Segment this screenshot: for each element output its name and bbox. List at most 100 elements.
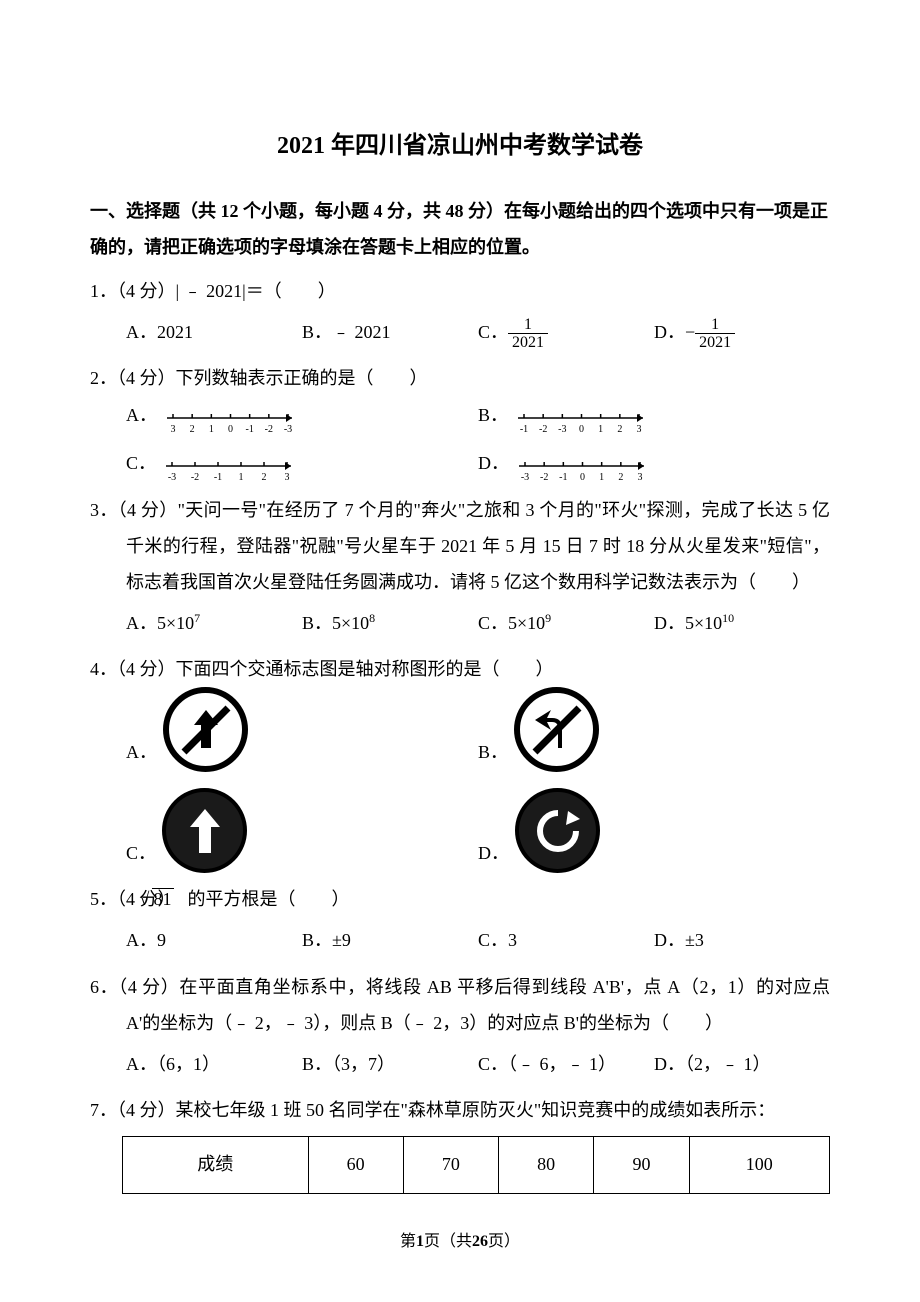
table-cell: 80 [499,1137,594,1194]
q2-opt-c: C． -3 -2 -1 1 2 3 [126,444,478,484]
table-row: 成绩 60 70 80 90 100 [123,1137,830,1194]
opt-text: C．5×10 [478,613,545,633]
fraction: 12021 [695,316,735,352]
svg-text:-2: -2 [191,472,199,483]
opt-label: A． [126,733,157,773]
exponent: 10 [722,611,734,625]
svg-text:2: 2 [262,472,267,483]
opt-text: A．5×10 [126,613,194,633]
svg-text:2: 2 [617,424,622,435]
q5-opt-a: A．9 [126,921,302,961]
opt-label: C． [126,834,156,874]
opt-text: B．5×10 [302,613,369,633]
svg-text:0: 0 [580,472,585,483]
q7-text: 7．（4 分）某校七年级 1 班 50 名同学在"森林草原防灭火"知识竞赛中的成… [90,1092,830,1128]
q3-opt-a: A．5×107 [126,604,302,644]
numberline-c-icon: -3 -2 -1 1 2 3 [162,456,297,484]
q1-opt-b: B．﹣ 2021 [302,313,478,353]
table-cell: 70 [403,1137,498,1194]
score-table: 成绩 60 70 80 90 100 [122,1136,830,1194]
q4-text: 4．（4 分）下面四个交通标志图是轴对称图形的是（ ） [90,651,830,687]
q4-opt-d: D． [478,788,830,873]
q2-options: A．3210-1-2-3 B．-1-2-30123 C．-3-2-1123 D．… [90,396,830,483]
svg-text:-1: -1 [520,424,528,435]
footer-page-num: 1 [416,1233,424,1250]
svg-text:-2: -2 [540,472,548,483]
traffic-sign-c-icon [162,788,247,873]
q2-opt-d: D．-3-2-10123 [478,444,830,484]
svg-text:2: 2 [190,424,195,435]
exponent: 9 [545,611,551,625]
svg-text:1: 1 [598,424,603,435]
q2-text: 2．（4 分）下列数轴表示正确的是（ ） [90,360,830,396]
opt-label: C． [126,444,156,484]
numberline-b-icon: -1-2-30123 [514,408,649,436]
q5-suffix: 的平方根是（ ） [188,889,350,909]
svg-text:-1: -1 [245,424,253,435]
q1-text: 1．（4 分）| ﹣ 2021|＝（ ） [90,273,830,309]
opt-label: D． [478,444,509,484]
opt-label: D． [478,834,509,874]
question-2: 2．（4 分）下列数轴表示正确的是（ ） A．3210-1-2-3 B．-1-2… [90,360,830,483]
svg-text:-1: -1 [214,472,222,483]
opt-label: A． [126,396,157,436]
svg-text:3: 3 [171,424,176,435]
q1-options: A．2021 B．﹣ 2021 C．12021 D．−12021 [90,313,830,353]
sqrt-arg: 81 [152,888,174,909]
fraction: 12021 [508,316,548,352]
svg-text:1: 1 [209,424,214,435]
frac-den: 2021 [508,334,548,352]
frac-den: 2021 [695,334,735,352]
q3-options: A．5×107 B．5×108 C．5×109 D．5×1010 [90,604,830,644]
page-title: 2021 年四川省凉山州中考数学试卷 [90,120,830,173]
svg-text:-3: -3 [521,472,529,483]
frac-num: 1 [508,316,548,335]
q5-options: A．9 B．±9 C．3 D．±3 [90,921,830,961]
q4-opt-b: B． [478,687,830,772]
table-cell: 100 [689,1137,829,1194]
question-7: 7．（4 分）某校七年级 1 班 50 名同学在"森林草原防灭火"知识竞赛中的成… [90,1092,830,1194]
q3-text: 3．（4 分）"天问一号"在经历了 7 个月的"奔火"之旅和 3 个月的"环火"… [90,492,830,600]
q6-opt-b: B．（3，7） [302,1045,478,1085]
svg-text:1: 1 [599,472,604,483]
q6-opt-a: A．（6，1） [126,1045,302,1085]
q3-body: 3．（4 分）"天问一号"在经历了 7 个月的"奔火"之旅和 3 个月的"环火"… [90,500,830,592]
table-cell: 成绩 [123,1137,309,1194]
svg-text:-1: -1 [559,472,567,483]
svg-text:2: 2 [618,472,623,483]
question-3: 3．（4 分）"天问一号"在经历了 7 个月的"奔火"之旅和 3 个月的"环火"… [90,492,830,644]
q2-opt-b: B．-1-2-30123 [478,396,830,436]
question-4: 4．（4 分）下面四个交通标志图是轴对称图形的是（ ） A． B． C． D． [90,651,830,873]
q5-opt-c: C．3 [478,921,654,961]
q4-opt-a: A． [126,687,478,772]
section-header: 一、选择题（共 12 个小题，每小题 4 分，共 48 分）在每小题给出的四个选… [90,193,830,265]
numberline-a-icon: 3210-1-2-3 [163,408,298,436]
svg-text:-3: -3 [168,472,176,483]
svg-text:-2: -2 [539,424,547,435]
table-cell: 60 [308,1137,403,1194]
svg-text:-3: -3 [558,424,566,435]
page-footer: 第1页（共26页） [90,1224,830,1259]
svg-text:3: 3 [285,472,290,483]
svg-text:0: 0 [228,424,233,435]
opt-text: D．5×10 [654,613,722,633]
numberline-d-icon: -3-2-10123 [515,456,650,484]
q5-opt-b: B．±9 [302,921,478,961]
q6-options: A．（6，1） B．（3，7） C．（﹣ 6，﹣ 1） D．（2，﹣ 1） [90,1045,830,1085]
svg-text:1: 1 [239,472,244,483]
q3-opt-b: B．5×108 [302,604,478,644]
q1-d-prefix: D．− [654,322,695,342]
q6-opt-c: C．（﹣ 6，﹣ 1） [478,1045,654,1085]
q1-opt-a: A．2021 [126,313,302,353]
question-6: 6．（4 分）在平面直角坐标系中，将线段 AB 平移后得到线段 A'B'，点 A… [90,969,830,1085]
q5-text: 5．（4 分）81的平方根是（ ） [90,881,830,917]
q4-options: A． B． C． D． [90,687,830,873]
traffic-sign-d-icon [515,788,600,873]
q1-opt-d: D．−12021 [654,313,830,353]
footer-total: 26 [472,1233,488,1250]
q3-opt-c: C．5×109 [478,604,654,644]
table-cell: 90 [594,1137,689,1194]
traffic-sign-b-icon [514,687,599,772]
q3-opt-d: D．5×1010 [654,604,830,644]
opt-label: B． [478,733,508,773]
